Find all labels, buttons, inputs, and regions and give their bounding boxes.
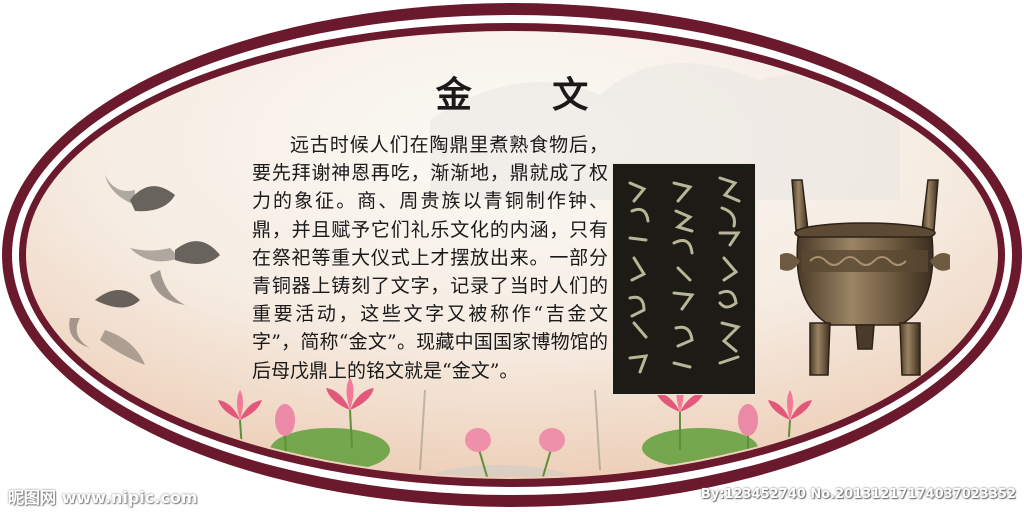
bronze-ding-vessel-icon	[780, 179, 950, 376]
watermark-site: 昵图网 www.nipic.com	[8, 488, 198, 507]
bronze-inscription-rubbing-icon	[612, 163, 756, 395]
goldfish-ink-icon	[69, 175, 220, 365]
page-title: 金 文	[435, 74, 623, 116]
watermark-id: By:123452740 No.20131217174037023352	[700, 487, 1016, 502]
body-paragraph: 远古时候人们在陶鼎里煮熟食物后，要先拜谢神恩再吃，渐渐地，鼎就成了权力的象征。商…	[252, 134, 608, 382]
lotus-flower-icon	[218, 378, 812, 477]
ink-mountain-shape	[430, 63, 900, 200]
